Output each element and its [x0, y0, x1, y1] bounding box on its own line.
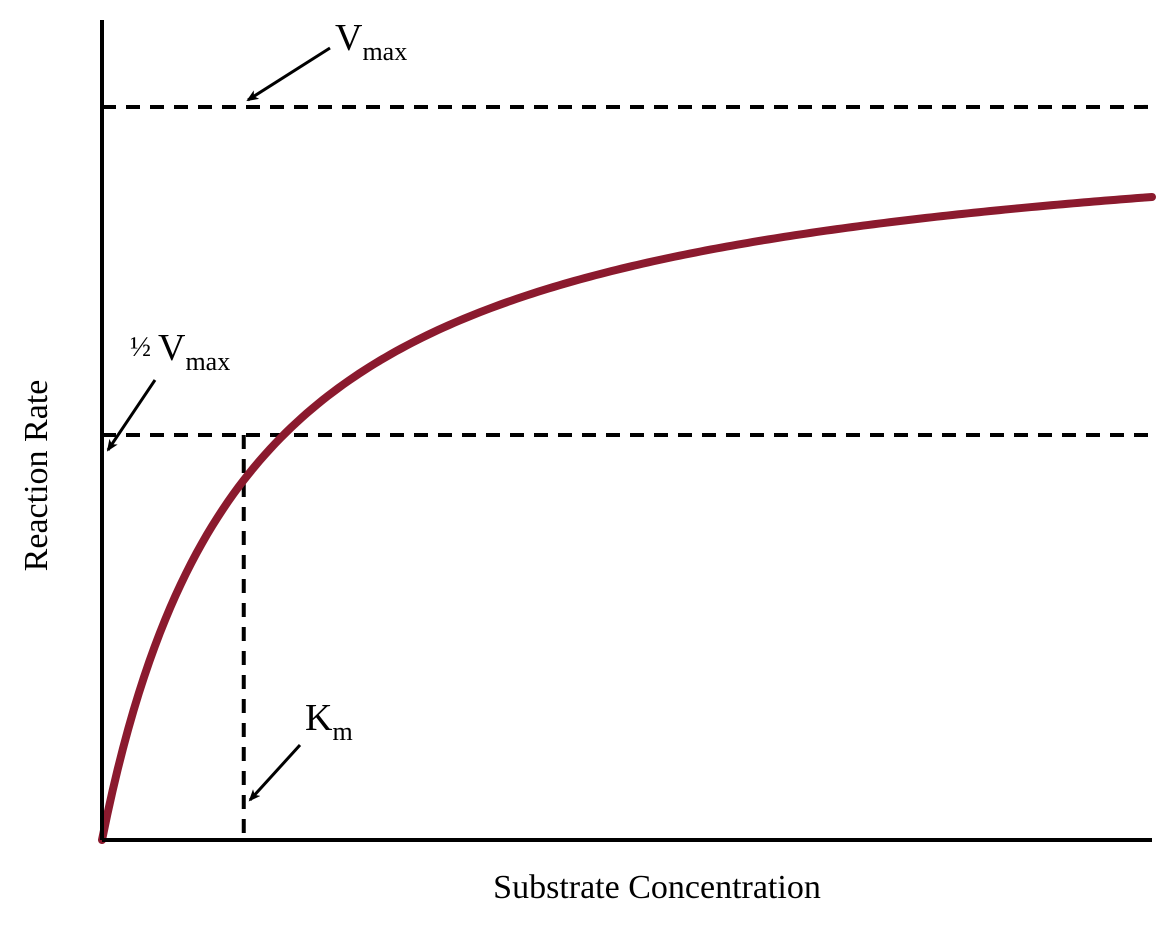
michaelis-menten-chart: Substrate ConcentrationReaction RateVmax… [0, 0, 1174, 932]
x-axis-label: Substrate Concentration [493, 869, 821, 906]
y-axis-label: Reaction Rate [18, 380, 55, 572]
chart-svg: Substrate ConcentrationReaction RateVmax… [0, 0, 1174, 932]
